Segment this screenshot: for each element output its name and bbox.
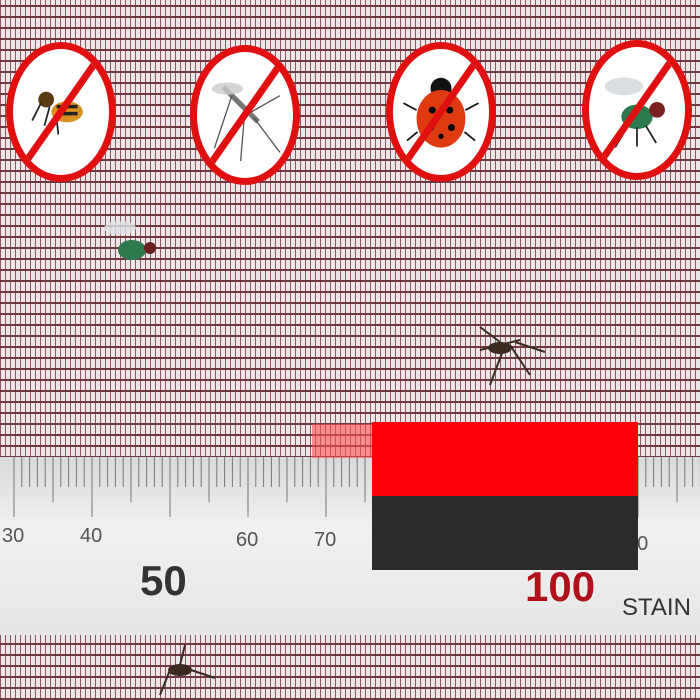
- ruler-label: 70: [314, 529, 337, 551]
- no-fly-sign: [582, 40, 692, 180]
- ruler-big-label-red: 100: [525, 563, 596, 610]
- fly-icon: [604, 77, 665, 148]
- ruler-label: 60: [236, 529, 259, 551]
- mosquito-icon: [211, 82, 281, 162]
- ruler-brand: STAIN: [622, 594, 691, 621]
- mosquito-on-mesh-bottom: [159, 644, 216, 696]
- no-ladybug-sign: [386, 42, 496, 182]
- black-block: [372, 496, 638, 570]
- ruler-big-label: 50: [140, 557, 187, 604]
- red-block: [372, 422, 638, 496]
- fly-on-mesh: [104, 221, 156, 260]
- mosquito-on-mesh: [479, 326, 546, 386]
- no-mosquito-sign: [190, 45, 300, 185]
- ruler-label: 40: [80, 525, 103, 547]
- red-highlight: [312, 424, 372, 458]
- no-wasp-sign: [6, 42, 116, 182]
- ruler-label: 30: [2, 525, 25, 547]
